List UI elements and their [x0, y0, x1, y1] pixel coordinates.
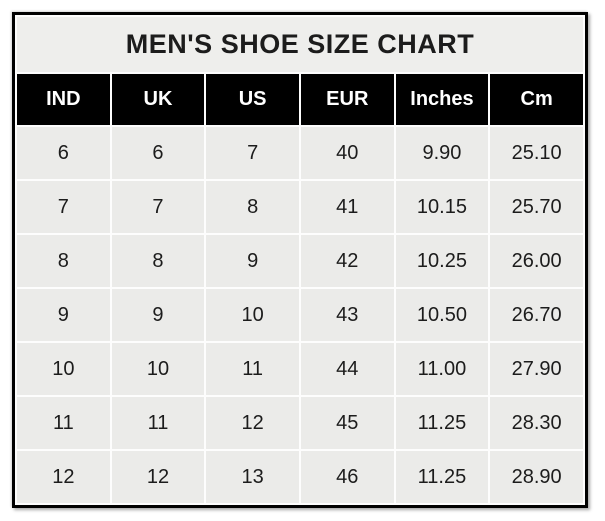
table-cell: 27.90 [490, 343, 583, 395]
table-row: 6 6 7 40 9.90 25.10 [17, 127, 583, 179]
column-header-ind: IND [17, 74, 110, 125]
table-cell: 12 [111, 451, 205, 503]
table-header: IND UK US EUR Inches Cm [17, 74, 583, 125]
table-cell: 40 [300, 127, 394, 179]
table-cell: 25.10 [490, 127, 583, 179]
table-cell: 26.70 [490, 289, 583, 341]
table-cell: 12 [17, 451, 110, 503]
table-cell: 7 [206, 127, 299, 179]
table-cell: 12 [206, 397, 299, 449]
table-row: 10 10 11 44 11.00 27.90 [17, 343, 583, 395]
chart-title: MEN'S SHOE SIZE CHART [17, 17, 583, 72]
table-row: 9 9 10 43 10.50 26.70 [17, 289, 583, 341]
table-row: 11 11 12 45 11.25 28.30 [17, 397, 583, 449]
table-cell: 28.90 [490, 451, 583, 503]
table-cell: 26.00 [490, 235, 583, 287]
table-cell: 42 [300, 235, 394, 287]
table-cell: 8 [206, 181, 299, 233]
size-chart-table: IND UK US EUR Inches Cm 6 6 7 40 9.90 25… [15, 72, 585, 505]
table-cell: 11 [206, 343, 299, 395]
table-row: 8 8 9 42 10.25 26.00 [17, 235, 583, 287]
table-cell: 6 [17, 127, 110, 179]
table-cell: 10.50 [395, 289, 489, 341]
table-cell: 8 [17, 235, 110, 287]
table-cell: 9 [206, 235, 299, 287]
table-cell: 8 [111, 235, 205, 287]
column-header-us: US [206, 74, 299, 125]
table-cell: 9 [17, 289, 110, 341]
table-row: 12 12 13 46 11.25 28.90 [17, 451, 583, 503]
table-cell: 41 [300, 181, 394, 233]
table-cell: 45 [300, 397, 394, 449]
column-header-cm: Cm [490, 74, 583, 125]
table-cell: 46 [300, 451, 394, 503]
table-cell: 28.30 [490, 397, 583, 449]
table-cell: 10 [206, 289, 299, 341]
table-cell: 11.00 [395, 343, 489, 395]
column-header-inches: Inches [395, 74, 489, 125]
table-cell: 11 [111, 397, 205, 449]
table-cell: 43 [300, 289, 394, 341]
column-header-eur: EUR [300, 74, 394, 125]
table-cell: 11.25 [395, 397, 489, 449]
table-cell: 6 [111, 127, 205, 179]
table-row: 7 7 8 41 10.15 25.70 [17, 181, 583, 233]
header-row: IND UK US EUR Inches Cm [17, 74, 583, 125]
table-cell: 11.25 [395, 451, 489, 503]
table-cell: 10 [111, 343, 205, 395]
table-cell: 7 [111, 181, 205, 233]
shoe-size-chart: MEN'S SHOE SIZE CHART IND UK US EUR Inch… [12, 12, 588, 508]
table-cell: 7 [17, 181, 110, 233]
table-cell: 10 [17, 343, 110, 395]
table-cell: 11 [17, 397, 110, 449]
column-header-uk: UK [111, 74, 205, 125]
table-body: 6 6 7 40 9.90 25.10 7 7 8 41 10.15 25.70… [17, 127, 583, 503]
table-cell: 44 [300, 343, 394, 395]
table-cell: 13 [206, 451, 299, 503]
table-cell: 25.70 [490, 181, 583, 233]
table-cell: 9 [111, 289, 205, 341]
table-cell: 9.90 [395, 127, 489, 179]
table-cell: 10.25 [395, 235, 489, 287]
table-cell: 10.15 [395, 181, 489, 233]
